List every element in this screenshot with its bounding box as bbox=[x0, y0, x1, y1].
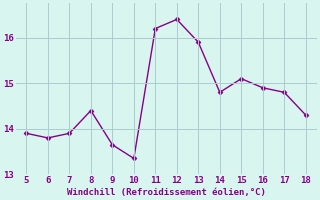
X-axis label: Windchill (Refroidissement éolien,°C): Windchill (Refroidissement éolien,°C) bbox=[67, 188, 266, 197]
